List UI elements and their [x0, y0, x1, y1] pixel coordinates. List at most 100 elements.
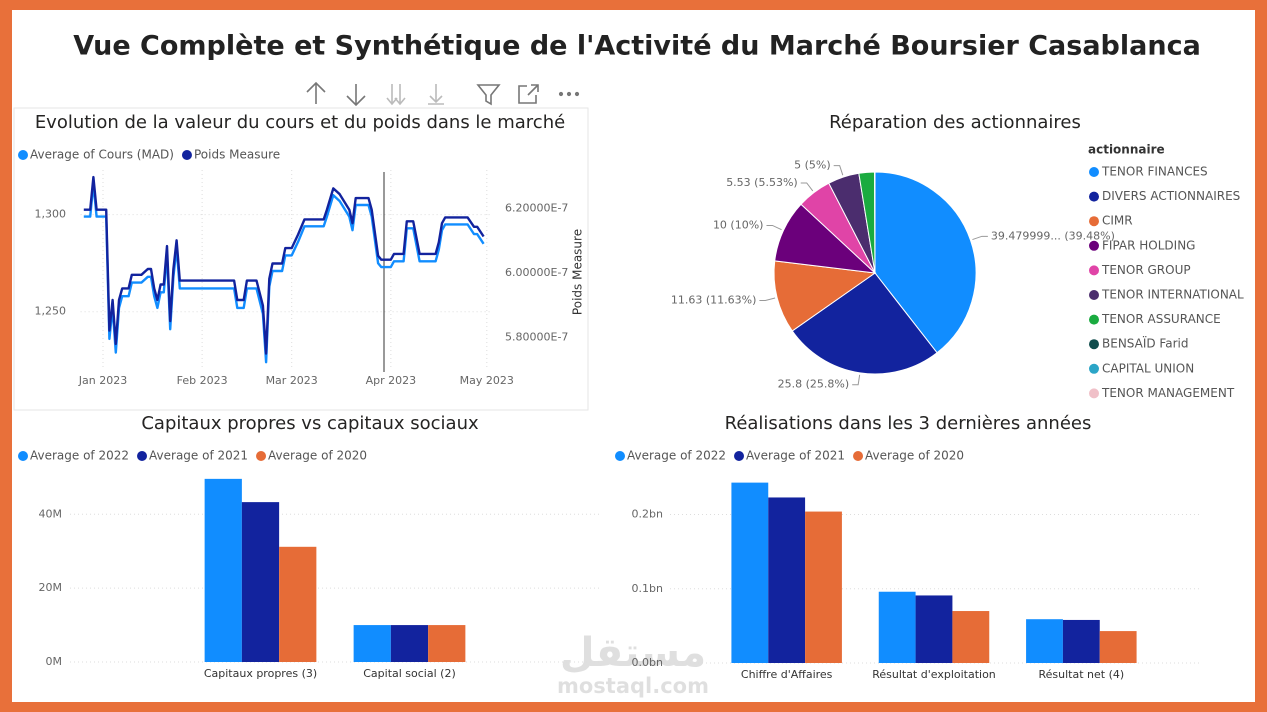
legend-marker [1089, 216, 1099, 227]
data-label: 5 (5%) [794, 159, 831, 172]
legend-label: BENSAÏD Farid [1102, 336, 1188, 351]
icon-more[interactable] [558, 91, 564, 97]
legend-marker [1089, 339, 1099, 350]
legend-label: Average of 2020 [865, 449, 964, 463]
icon-sort-up[interactable] [306, 81, 326, 104]
leader-line [766, 224, 782, 231]
legend-label: Average of 2022 [30, 449, 129, 463]
x-tick-label: Capital social (2) [363, 667, 456, 680]
icon-expand[interactable] [428, 84, 444, 105]
y-tick-label: 1,300 [35, 208, 67, 221]
bar [353, 625, 391, 662]
y-tick-label: 0.1bn [632, 582, 663, 595]
bar [878, 591, 916, 663]
x-tick-label: Mar 2023 [266, 374, 318, 387]
icon-drill[interactable] [386, 84, 406, 106]
data-label: 5.53 (5.53%) [726, 176, 798, 189]
legend-label: TENOR FINANCES [1101, 165, 1208, 179]
chart-title: Evolution de la valeur du cours et du po… [35, 112, 565, 133]
watermark: مستقل [560, 630, 706, 676]
legend-marker [181, 150, 192, 160]
x-tick-label: Résultat d'exploitation [872, 668, 996, 681]
legend-label: TENOR MANAGEMENT [1101, 386, 1235, 400]
x-tick-label: Capitaux propres (3) [204, 667, 317, 680]
leader-line [833, 165, 844, 176]
pie-slice [874, 171, 977, 354]
legend-marker [1089, 290, 1099, 300]
x-tick-label: Chiffre d'Affaires [741, 668, 833, 681]
bar [204, 478, 242, 662]
pie-slice [773, 260, 877, 332]
y-tick-label: 0.2bn [632, 508, 663, 521]
leader-line [852, 374, 861, 386]
legend-label: Average of 2022 [627, 449, 726, 463]
x-tick-label: Résultat net (4) [1038, 668, 1124, 681]
bar [390, 625, 429, 662]
legend-label: FIPAR HOLDING [1102, 238, 1195, 252]
icon-filter[interactable] [476, 84, 501, 106]
chart-title: Capitaux propres vs capitaux sociaux [141, 413, 479, 434]
y-tick-label: 20M [39, 581, 63, 594]
legend-marker [1089, 240, 1099, 251]
x-tick-label: May 2023 [460, 374, 514, 387]
pie-slice [791, 272, 938, 375]
bar [241, 502, 280, 662]
y2-tick-label: 5.80000E-7 [505, 331, 568, 344]
legend-label: Average of 2021 [746, 449, 845, 463]
legend-marker [1089, 314, 1099, 325]
bar [805, 511, 842, 663]
legend-marker [1089, 388, 1099, 399]
bar [731, 482, 769, 663]
legend-label: Average of Cours (MAD) [30, 148, 174, 162]
y-tick-label: 0.0bn [632, 656, 663, 669]
y2-axis-title: Poids Measure [571, 229, 585, 315]
y-tick-label: 40M [39, 507, 63, 520]
legend-marker [18, 451, 28, 461]
visual-toolbar [306, 81, 580, 107]
bar [1099, 631, 1137, 663]
watermark: mostaql.com [557, 674, 709, 698]
chart-title: Réalisations dans les 3 dernières années [725, 413, 1092, 434]
legend-title: actionnaire [1088, 143, 1165, 157]
legend-marker [1089, 167, 1099, 177]
y-tick-label: 1,250 [35, 305, 67, 318]
leader-line [972, 235, 988, 241]
legend-label: Average of 2021 [149, 449, 248, 463]
legend-marker [1089, 363, 1099, 374]
legend-label: TENOR INTERNATIONAL [1101, 288, 1244, 302]
data-label: 11.63 (11.63%) [671, 293, 757, 306]
x-tick-label: Feb 2023 [177, 374, 228, 387]
bar [1062, 619, 1100, 663]
bar [1026, 619, 1063, 663]
legend-label: TENOR ASSURANCE [1101, 312, 1221, 326]
legend-marker [18, 150, 28, 160]
bar [279, 546, 317, 662]
bar [768, 497, 806, 663]
visual-frame [13, 107, 589, 411]
legend-label: CIMR [1102, 214, 1133, 228]
page-title: Vue Complète et Synthétique de l'Activit… [73, 31, 1201, 62]
legend-marker [137, 451, 148, 461]
data-label: 39.479999... (39.48%) [991, 229, 1115, 242]
legend-marker [853, 451, 864, 461]
leader-line [800, 182, 814, 192]
y2-tick-label: 6.00000E-7 [505, 266, 568, 279]
legend-marker [734, 451, 745, 461]
data-label: 25.8 (25.8%) [778, 378, 850, 391]
icon-more[interactable] [566, 91, 572, 97]
legend-label: Average of 2020 [268, 449, 367, 463]
legend-label: DIVERS ACTIONNAIRES [1102, 189, 1240, 203]
icon-more[interactable] [574, 91, 580, 97]
legend-label: Poids Measure [194, 148, 280, 162]
y-tick-label: 0M [46, 655, 63, 668]
bar [952, 611, 990, 663]
icon-focus[interactable] [518, 84, 539, 104]
legend-marker [1089, 265, 1099, 276]
legend-marker [615, 451, 625, 461]
bar [915, 595, 953, 663]
icon-sort-down[interactable] [346, 84, 366, 107]
x-tick-label: Jan 2023 [78, 374, 127, 387]
x-tick-label: Apr 2023 [366, 374, 417, 387]
